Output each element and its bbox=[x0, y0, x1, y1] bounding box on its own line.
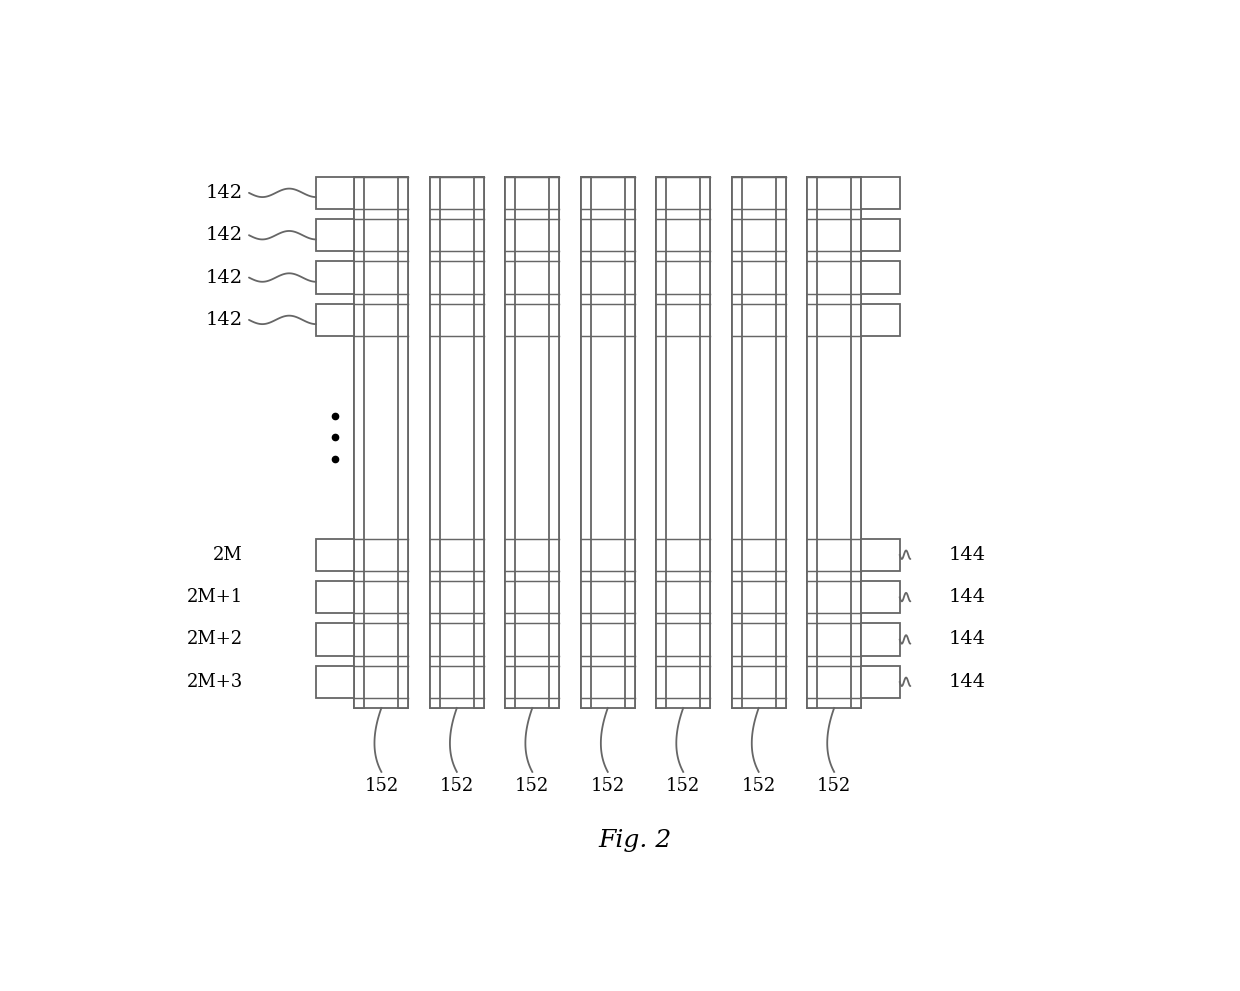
Text: 144: 144 bbox=[949, 630, 986, 648]
Text: 2M: 2M bbox=[213, 546, 243, 564]
Text: 142: 142 bbox=[206, 184, 243, 202]
Bar bbox=[430, 176, 440, 708]
Bar bbox=[549, 176, 559, 708]
Bar bbox=[316, 581, 355, 613]
Bar bbox=[861, 666, 899, 698]
Text: 2M+2: 2M+2 bbox=[187, 630, 243, 648]
Bar bbox=[474, 176, 484, 708]
Bar bbox=[701, 176, 711, 708]
Text: 152: 152 bbox=[440, 777, 474, 795]
Bar bbox=[316, 303, 355, 336]
Bar bbox=[656, 176, 666, 708]
Text: 144: 144 bbox=[949, 673, 986, 691]
Text: 142: 142 bbox=[206, 311, 243, 329]
Bar bbox=[316, 666, 355, 698]
Text: Fig. 2: Fig. 2 bbox=[599, 828, 672, 852]
Bar bbox=[316, 176, 355, 209]
Bar bbox=[776, 176, 786, 708]
Bar bbox=[861, 623, 899, 656]
Text: 152: 152 bbox=[365, 777, 398, 795]
Bar bbox=[861, 538, 899, 571]
Text: 142: 142 bbox=[206, 269, 243, 286]
Bar bbox=[861, 176, 899, 209]
Bar bbox=[355, 176, 365, 708]
Bar bbox=[355, 176, 408, 708]
Text: 144: 144 bbox=[949, 546, 986, 564]
Text: 144: 144 bbox=[949, 588, 986, 606]
Bar bbox=[861, 303, 899, 336]
Text: 152: 152 bbox=[666, 777, 701, 795]
Bar bbox=[732, 176, 742, 708]
Text: 2M+1: 2M+1 bbox=[186, 588, 243, 606]
Bar bbox=[861, 262, 899, 293]
Text: 152: 152 bbox=[742, 777, 776, 795]
Bar bbox=[316, 219, 355, 252]
Bar bbox=[316, 538, 355, 571]
Bar bbox=[316, 262, 355, 293]
Text: 2M+3: 2M+3 bbox=[186, 673, 243, 691]
Bar bbox=[580, 176, 635, 708]
Bar bbox=[732, 176, 786, 708]
Bar bbox=[861, 219, 899, 252]
Bar bbox=[656, 176, 711, 708]
Bar bbox=[851, 176, 861, 708]
Bar bbox=[580, 176, 590, 708]
Bar bbox=[316, 623, 355, 656]
Bar bbox=[506, 176, 559, 708]
Bar bbox=[398, 176, 408, 708]
Bar bbox=[807, 176, 817, 708]
Text: 152: 152 bbox=[817, 777, 852, 795]
Bar bbox=[430, 176, 484, 708]
Bar bbox=[807, 176, 861, 708]
Bar bbox=[625, 176, 635, 708]
Bar bbox=[861, 581, 899, 613]
Text: 152: 152 bbox=[590, 777, 625, 795]
Bar bbox=[506, 176, 516, 708]
Text: 152: 152 bbox=[515, 777, 549, 795]
Text: 142: 142 bbox=[206, 226, 243, 244]
